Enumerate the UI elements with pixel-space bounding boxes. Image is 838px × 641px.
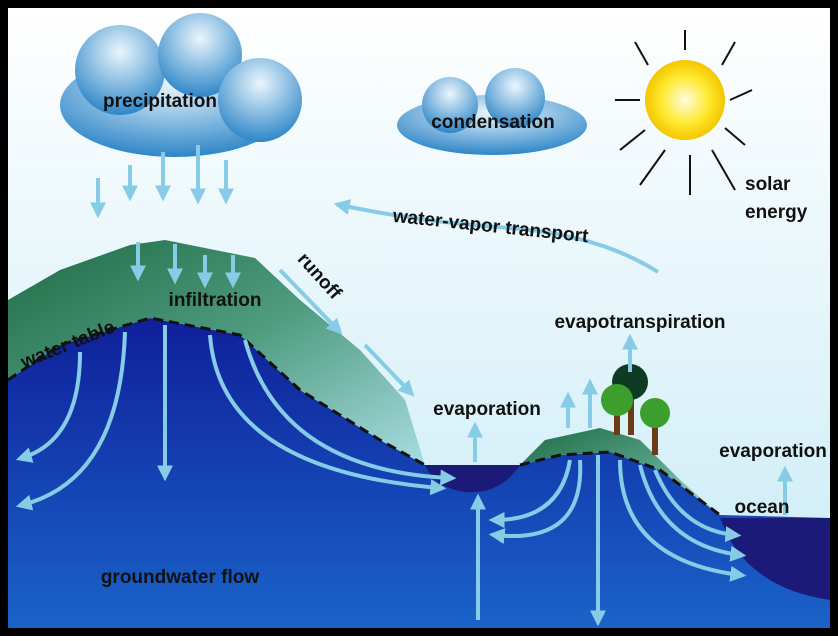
label-evaporation-ocean: evaporation — [719, 441, 827, 462]
water-cycle-diagram: precipitation condensation solar energy … — [0, 0, 838, 636]
label-ocean: ocean — [735, 497, 790, 518]
label-infiltration: infiltration — [169, 290, 262, 311]
label-condensation: condensation — [431, 112, 555, 133]
label-evapotranspiration: evapotranspiration — [554, 312, 725, 333]
label-solar: solar — [745, 174, 791, 195]
label-evaporation-lake: evaporation — [433, 399, 541, 420]
label-energy: energy — [745, 202, 808, 223]
label-precipitation: precipitation — [103, 91, 217, 112]
label-groundwater-flow: groundwater flow — [101, 567, 260, 588]
